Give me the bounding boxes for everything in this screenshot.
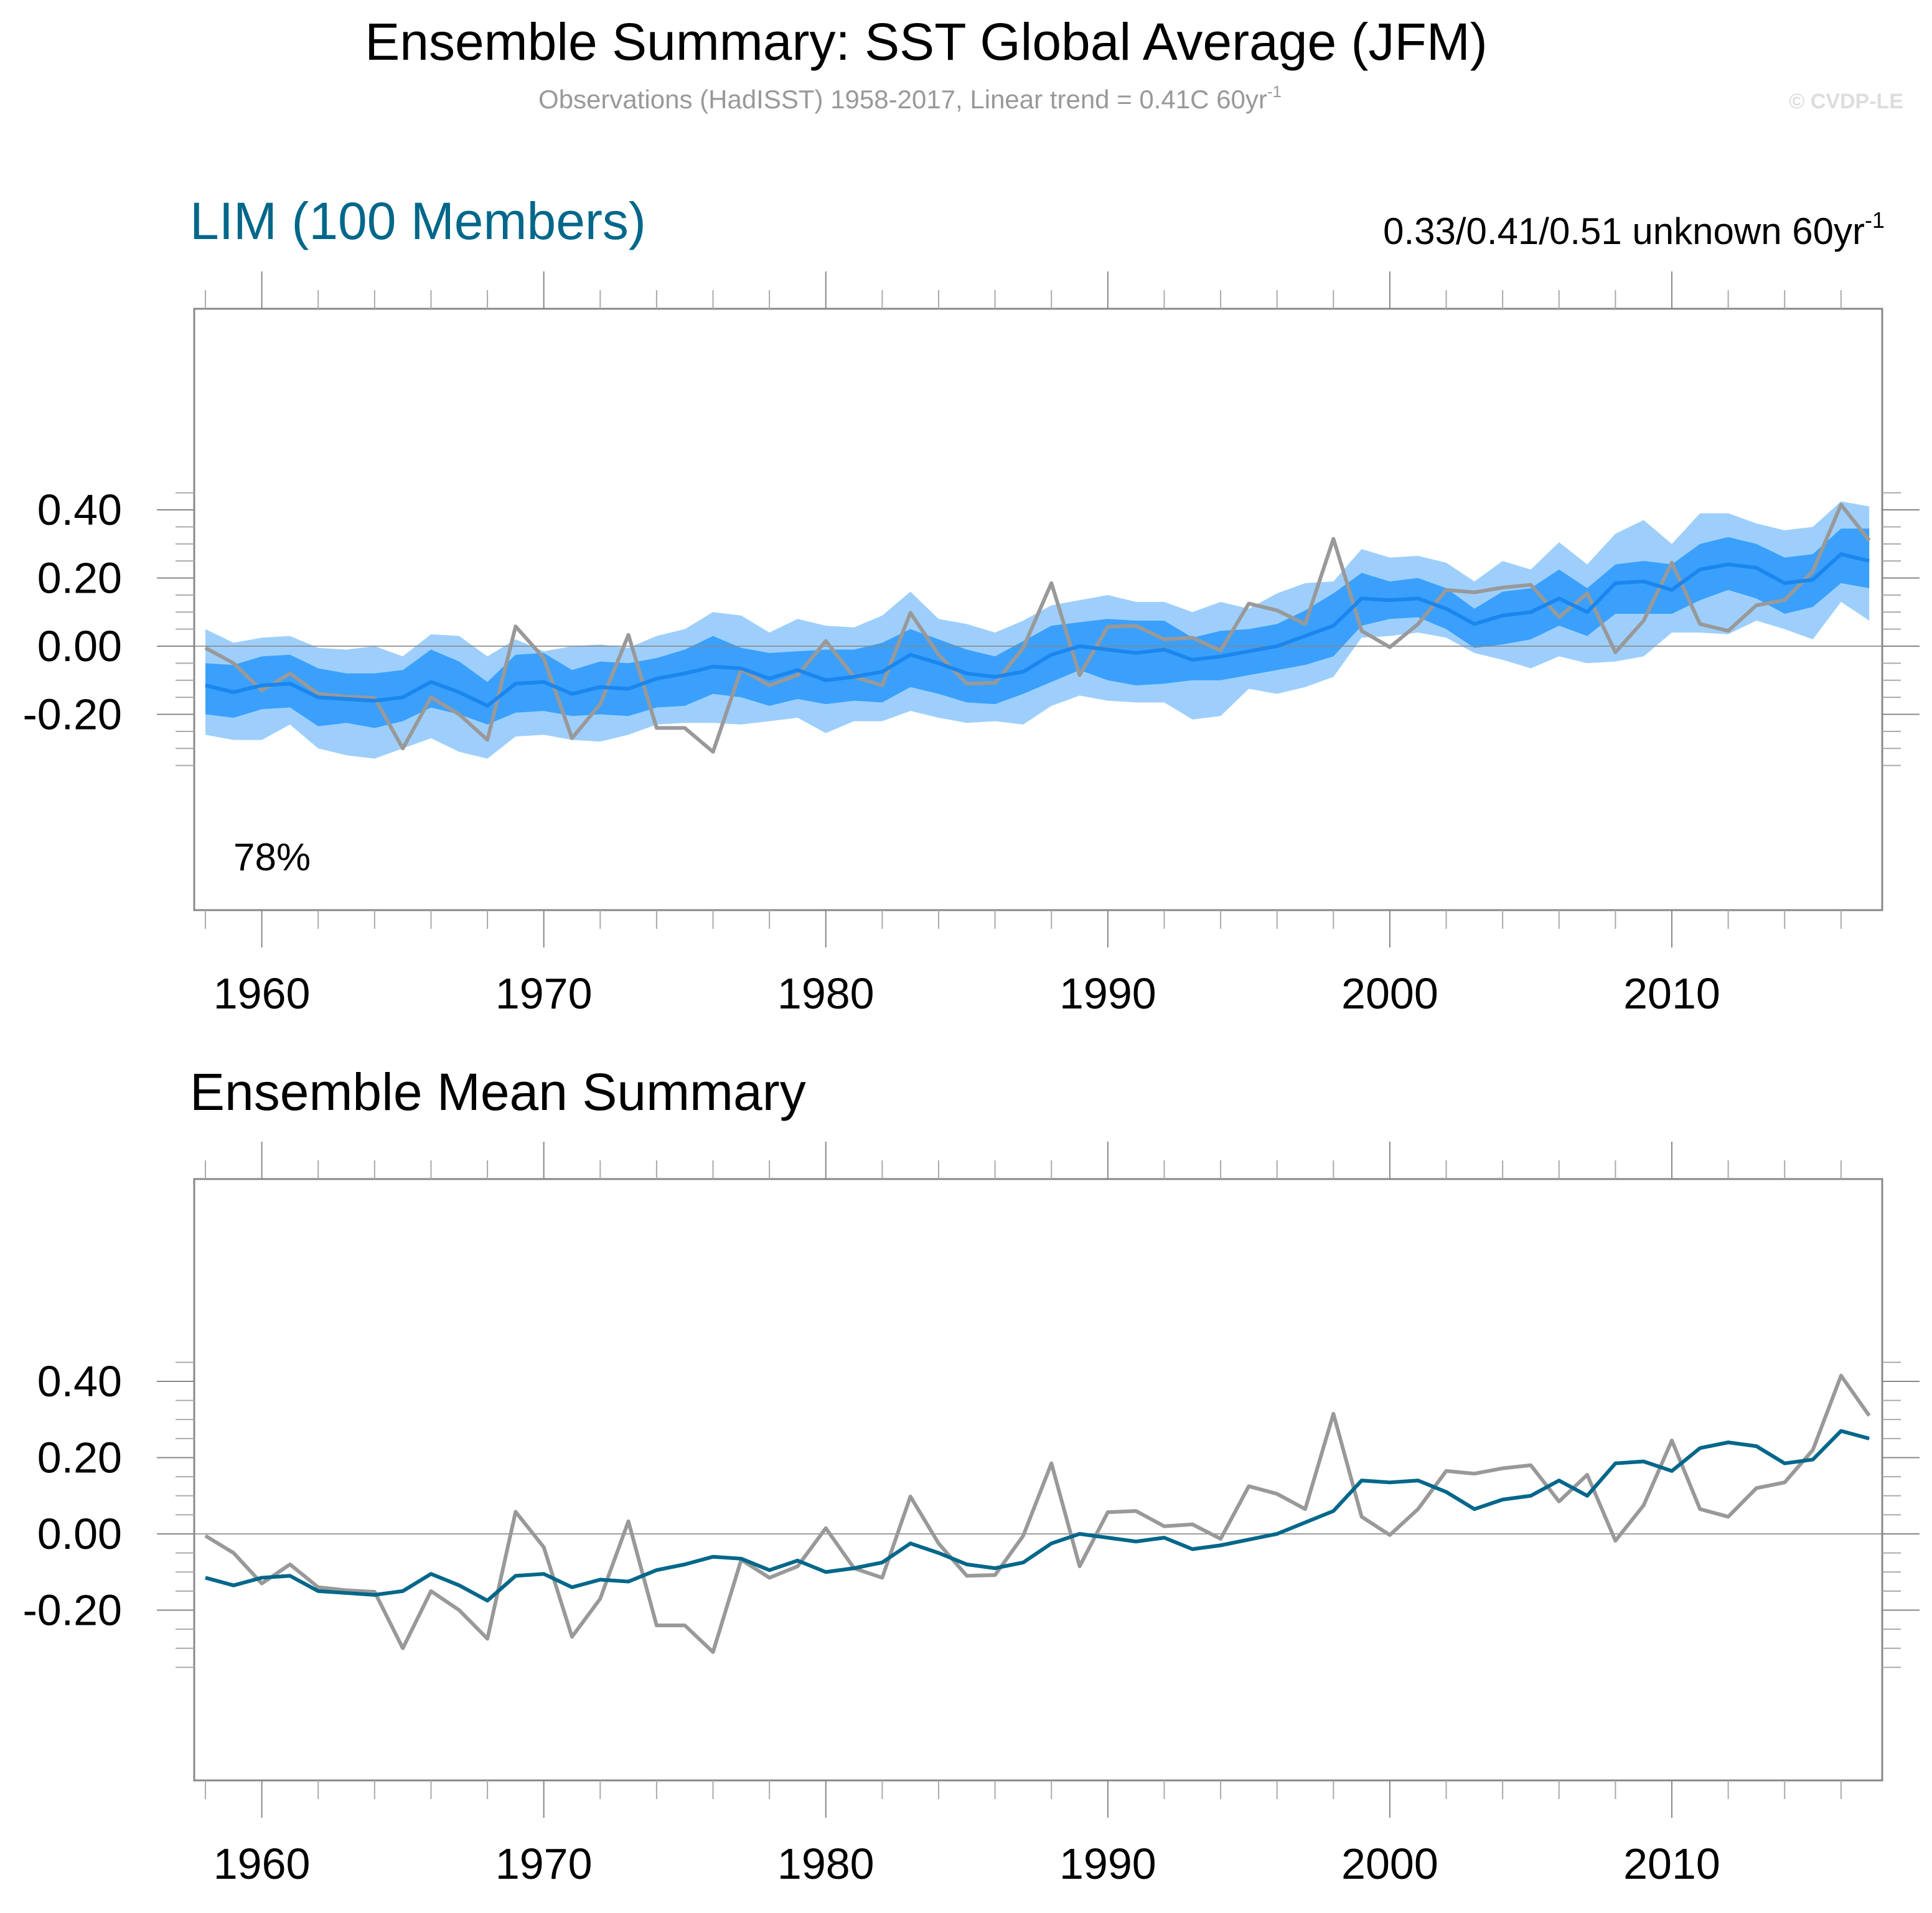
panel1-title: LIM (100 Members) <box>190 192 646 250</box>
p2-ytick-label: 0.20 <box>37 1434 122 1482</box>
panel1-trend-text: 0.33/0.41/0.51 unknown 60yr <box>1383 210 1865 252</box>
copyright-label: © CVDP-LE <box>1789 90 1903 113</box>
panel2-title: Ensemble Mean Summary <box>190 1063 806 1121</box>
p2-xtick-label: 2010 <box>1623 1840 1720 1888</box>
figure-subtitle-sup: -1 <box>1267 82 1282 101</box>
figure-title: Ensemble Summary: SST Global Average (JF… <box>365 12 1488 71</box>
p1-xtick-label: 1990 <box>1059 969 1156 1018</box>
p1-xtick-label: 1960 <box>213 969 311 1018</box>
p2-xtick-label: 2000 <box>1341 1840 1438 1888</box>
p1-ytick-label: 0.20 <box>37 554 122 603</box>
panel1-percent-annotation: 78% <box>233 836 311 879</box>
p1-xtick-label: 2000 <box>1341 969 1438 1018</box>
p1-ytick-label: -0.20 <box>22 690 122 739</box>
p1-ensemble-mean-line <box>205 552 1870 708</box>
p2-xtick-label: 1990 <box>1059 1840 1156 1888</box>
panel-ensemble-mean-summary: Ensemble Mean Summary 1960 1970 1980 1990 20… <box>22 1063 1920 1888</box>
panel1-trend-label: 0.33/0.41/0.51 unknown 60yr-1 <box>1383 207 1885 252</box>
p2-xtick-label: 1970 <box>495 1840 593 1888</box>
figure-subtitle-text: Observations (HadISST) 1958-2017, Linear… <box>538 85 1267 114</box>
p1-xtick-label: 1980 <box>777 969 875 1018</box>
p2-xtick-label: 1960 <box>213 1840 311 1888</box>
p2-xtick-label: 1980 <box>777 1840 875 1888</box>
figure-subtitle: Observations (HadISST) 1958-2017, Linear… <box>538 82 1282 114</box>
p2-observations-line <box>204 1373 1871 1654</box>
p1-observations-line <box>204 502 1871 754</box>
p1-ytick-label: 0.00 <box>37 622 122 670</box>
p2-plot-frame <box>193 1178 1883 1782</box>
inner-band-area <box>205 529 1870 728</box>
p2-ytick-label: 0.40 <box>37 1357 122 1406</box>
panel1-trend-sup: -1 <box>1865 207 1885 233</box>
p2-ensemble-mean-line <box>205 1429 1870 1603</box>
p1-ytick-label: 0.40 <box>37 486 122 534</box>
p1-xtick-label: 1970 <box>495 969 593 1018</box>
p2-ytick-label: -0.20 <box>22 1586 122 1635</box>
p1-xtick-label: 2010 <box>1623 969 1720 1018</box>
panel-ensemble-summary: LIM (100 Members) 0.33/0.41/0.51 unknown… <box>22 192 1920 1018</box>
p2-ytick-label: 0.00 <box>37 1510 122 1558</box>
